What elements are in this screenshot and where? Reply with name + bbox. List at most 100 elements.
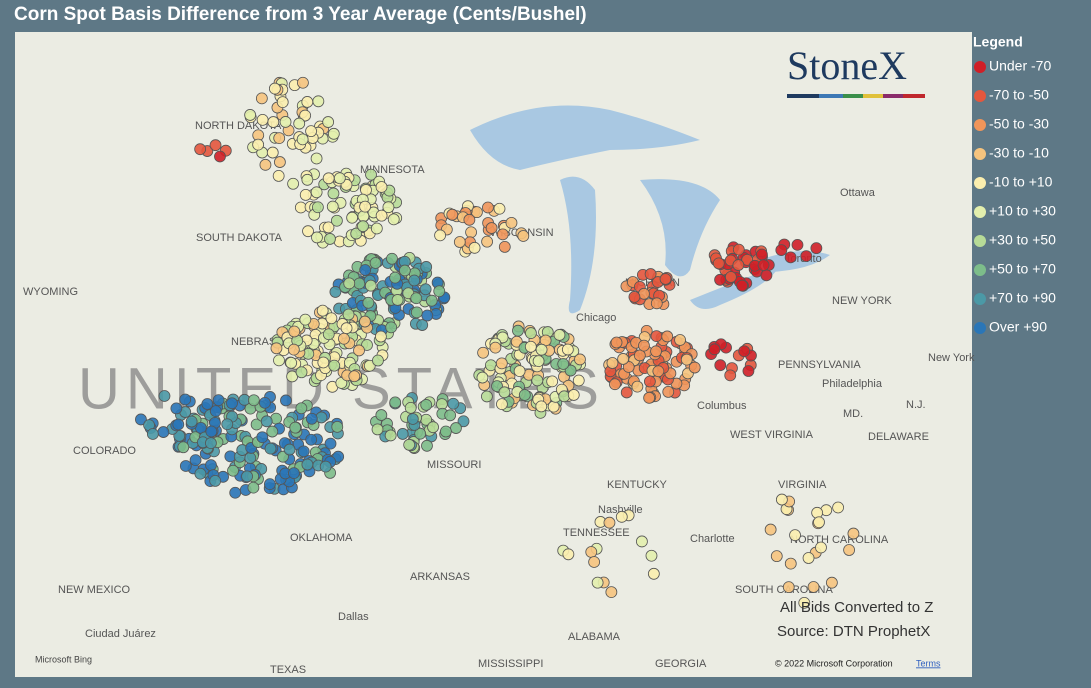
- bid-point: [289, 421, 302, 434]
- bid-point: [481, 235, 493, 248]
- bid-point: [524, 340, 537, 353]
- bid-point: [477, 346, 490, 359]
- bid-point: [185, 415, 198, 428]
- bid-point: [287, 177, 300, 190]
- bid-point: [622, 361, 635, 373]
- bid-point: [588, 556, 601, 568]
- bid-point: [227, 464, 239, 477]
- bid-point: [324, 233, 336, 245]
- bid-points: [135, 76, 860, 609]
- place-label: MISSOURI: [427, 459, 481, 471]
- bid-point: [375, 409, 388, 421]
- bid-point: [567, 389, 580, 401]
- bid-point: [574, 353, 586, 366]
- bid-point: [784, 251, 797, 264]
- bid-point: [427, 421, 439, 434]
- place-label: New York: [928, 352, 975, 364]
- bid-point: [389, 271, 402, 284]
- bid-point: [732, 243, 745, 256]
- bid-point: [353, 277, 366, 290]
- legend-swatch: [974, 61, 986, 73]
- bid-point: [416, 319, 429, 331]
- bid-point: [419, 283, 432, 296]
- bid-point: [385, 321, 398, 334]
- bid-point: [496, 398, 508, 411]
- bid-point: [209, 475, 222, 487]
- bid-point: [268, 82, 281, 95]
- place-label: PENNSYLVANIA: [778, 359, 861, 371]
- bid-point: [255, 92, 268, 105]
- bid-point: [359, 264, 372, 276]
- bid-point: [371, 423, 384, 436]
- bid-point: [310, 186, 323, 199]
- bid-point: [557, 358, 570, 370]
- copyright: © 2022 Microsoft Corporation: [775, 658, 893, 668]
- bid-point: [256, 113, 269, 126]
- bid-point: [301, 96, 314, 108]
- bid-point: [273, 156, 286, 168]
- bid-point: [742, 365, 755, 377]
- legend-swatch: [974, 235, 986, 247]
- logo-stripes: [787, 94, 925, 98]
- bid-point: [302, 225, 314, 238]
- bid-point: [495, 357, 508, 370]
- bid-point: [276, 96, 289, 108]
- bid-point: [620, 386, 633, 399]
- bid-point: [333, 172, 346, 185]
- bid-point: [299, 313, 312, 326]
- bid-point: [724, 369, 737, 382]
- bid-point: [631, 380, 644, 393]
- legend-swatch: [974, 148, 986, 160]
- bid-point: [359, 200, 371, 213]
- bid-point: [398, 264, 411, 277]
- place-label: Ciudad Juárez: [85, 628, 156, 640]
- bid-point: [775, 493, 788, 506]
- bid-point: [433, 285, 446, 298]
- bid-point: [189, 454, 202, 467]
- bid-point: [311, 201, 324, 214]
- bid-point: [259, 158, 272, 171]
- bid-point: [444, 409, 457, 422]
- bid-point: [482, 201, 494, 214]
- bid-point: [468, 241, 481, 254]
- bid-point: [505, 216, 518, 229]
- legend-label: -10 to +10: [989, 174, 1053, 190]
- bid-point: [446, 208, 459, 221]
- bid-point: [340, 322, 353, 335]
- terms-link[interactable]: Terms: [916, 658, 941, 668]
- bid-point: [256, 431, 269, 444]
- bid-point: [410, 292, 423, 305]
- bid-point: [661, 330, 674, 343]
- bid-point: [170, 402, 183, 415]
- bid-point: [755, 248, 768, 261]
- bid-point: [386, 252, 398, 265]
- place-label: MISSISSIPPI: [478, 658, 543, 670]
- bid-point: [531, 374, 544, 387]
- bid-point: [299, 109, 312, 122]
- logo: StoneX: [787, 43, 907, 88]
- legend-label: -50 to -30: [989, 116, 1049, 132]
- place-label: SOUTH DAKOTA: [196, 232, 283, 244]
- bid-point: [633, 349, 646, 362]
- bid-point: [406, 413, 419, 425]
- bid-point: [832, 501, 845, 514]
- legend-label: -70 to -50: [989, 87, 1049, 103]
- bid-point: [775, 244, 788, 256]
- bid-point: [547, 400, 560, 413]
- place-label: Chicago: [576, 312, 616, 324]
- bid-point: [591, 576, 604, 589]
- bid-point: [562, 548, 575, 561]
- bid-point: [325, 312, 338, 325]
- legend-label: Under -70: [989, 58, 1051, 74]
- bid-point: [847, 527, 860, 540]
- bid-point: [564, 364, 577, 377]
- bid-point: [247, 394, 260, 407]
- bid-point: [346, 211, 359, 224]
- bid-point: [736, 279, 749, 292]
- bid-point: [605, 586, 618, 598]
- legend-label: Over +90: [989, 319, 1047, 335]
- bid-point: [353, 344, 365, 357]
- bid-point: [450, 422, 462, 434]
- bid-point: [329, 286, 342, 298]
- legend-swatch: [974, 322, 986, 334]
